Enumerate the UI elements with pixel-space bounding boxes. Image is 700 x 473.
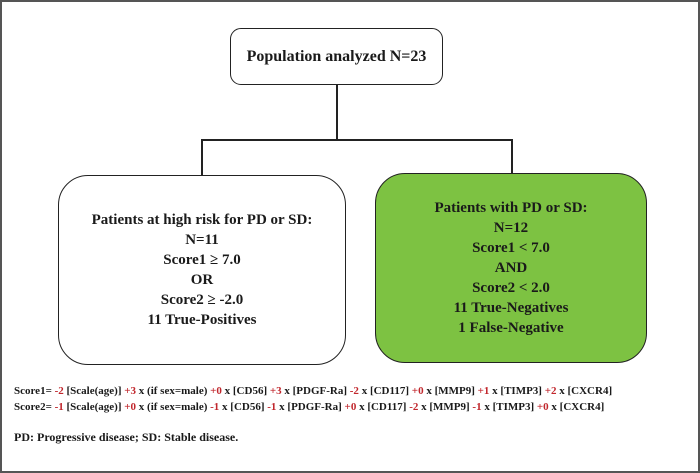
formula-coefficient: +0	[124, 401, 137, 413]
formula-term: x [CD117]	[361, 385, 410, 397]
formula-label: Score2=	[14, 401, 52, 413]
formula-coefficient: +1	[477, 385, 490, 397]
left-box-line: Score1 ≥ 7.0	[163, 252, 241, 268]
formula-term: x [CD56]	[224, 385, 268, 397]
formula-coefficient: -2	[409, 401, 419, 413]
formula-term: x [CXCR4]	[559, 385, 613, 397]
left-box-line: OR	[190, 272, 214, 288]
left-box-line: N=11	[185, 232, 219, 248]
left-box-line: 11 True-Positives	[147, 312, 257, 328]
right-box-line: Patients with PD or SD:	[434, 200, 588, 216]
formula-term: x [PDGF-Ra]	[279, 401, 342, 413]
score-formulas: Score1= -2 [Scale(age)] +3 x (if sex=mal…	[14, 383, 612, 415]
formula-coefficient: -2	[349, 385, 359, 397]
population-label: Population analyzed N=23	[246, 47, 427, 65]
formula-term: x (if sex=male)	[138, 401, 208, 413]
right-box-line: 1 False-Negative	[458, 320, 564, 336]
formula-term: x [TIMP3]	[484, 401, 535, 413]
abbreviation-footnote: PD: Progressive disease; SD: Stable dise…	[14, 430, 239, 444]
right-box-line: N=12	[493, 220, 529, 236]
formula-term: x (if sex=male)	[138, 385, 208, 397]
connector-horizontal	[201, 139, 512, 141]
formula-term: x [TIMP3]	[492, 385, 542, 397]
right-box-line: 11 True-Negatives	[453, 300, 569, 316]
right-box-line: Score2 < 2.0	[472, 280, 550, 296]
formula-coefficient: +0	[344, 401, 357, 413]
formula-term: [Scale(age)]	[66, 385, 122, 397]
formula-coefficient: -1	[54, 401, 64, 413]
formula-coefficient: +2	[544, 385, 557, 397]
formula-coefficient: +3	[269, 385, 282, 397]
formula-coefficient: +0	[536, 401, 549, 413]
formula-coefficient: +3	[124, 385, 137, 397]
left-box-line: Score2 ≥ -2.0	[160, 292, 244, 308]
connector-left-drop	[201, 139, 203, 175]
formula-term: [Scale(age)]	[66, 401, 122, 413]
high-risk-box: Patients at high risk for PD or SD: N=11 S…	[58, 175, 346, 365]
formula-coefficient: -1	[472, 401, 482, 413]
formula-coefficient: -2	[54, 385, 64, 397]
formula-term: x [MMP9]	[421, 401, 470, 413]
formula-term: x [CD117]	[359, 401, 407, 413]
formula-term: x [CXCR4]	[551, 401, 605, 413]
population-box: Population analyzed N=23	[230, 28, 443, 85]
pd-sd-box: Patients with PD or SD: N=12 Score1 < 7.0 A…	[375, 173, 647, 363]
formula-label: Score1=	[14, 385, 52, 397]
formula-term: x [PDGF-Ra]	[284, 385, 348, 397]
formula-term: x [CD56]	[222, 401, 265, 413]
connector-right-drop	[511, 139, 513, 173]
connector-vertical-top	[336, 85, 338, 140]
right-box-line: AND	[494, 260, 528, 276]
formula-coefficient: +0	[411, 385, 424, 397]
formula-row: Score2= -1 [Scale(age)] +0 x (if sex=mal…	[14, 399, 612, 415]
formula-coefficient: -1	[210, 401, 220, 413]
formula-row: Score1= -2 [Scale(age)] +3 x (if sex=mal…	[14, 383, 612, 399]
formula-coefficient: -1	[267, 401, 277, 413]
formula-term: x [MMP9]	[426, 385, 475, 397]
formula-coefficient: +0	[210, 385, 222, 397]
left-box-line: Patients at high risk for PD or SD:	[91, 212, 313, 228]
right-box-line: Score1 < 7.0	[472, 240, 550, 256]
